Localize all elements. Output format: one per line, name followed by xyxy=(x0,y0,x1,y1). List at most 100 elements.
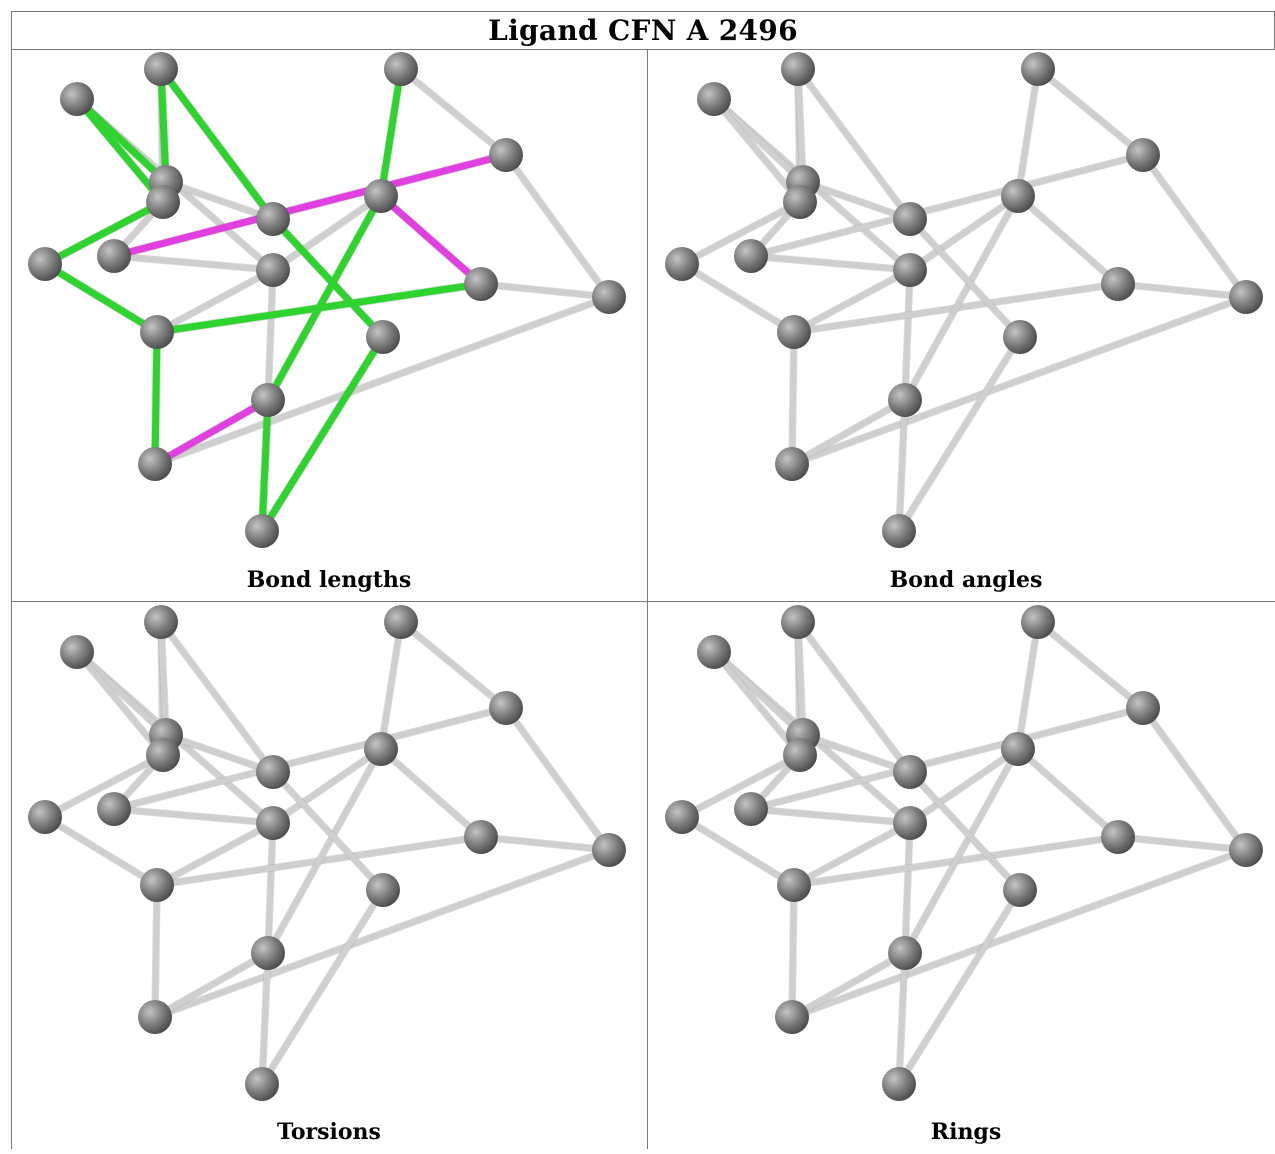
atom xyxy=(245,514,279,548)
atom xyxy=(256,806,290,840)
atom xyxy=(882,514,916,548)
bond xyxy=(1015,746,1121,840)
bond xyxy=(748,806,913,826)
atom xyxy=(893,253,927,287)
bond xyxy=(795,619,913,775)
molecule-bond-lengths xyxy=(28,52,626,548)
atom xyxy=(28,800,62,834)
bond xyxy=(896,334,1023,534)
bond xyxy=(41,260,161,336)
bond xyxy=(902,746,1021,956)
atom xyxy=(144,605,178,639)
bond xyxy=(157,65,170,186)
bond xyxy=(111,806,276,826)
bond xyxy=(896,397,908,534)
panel-bond-lengths: Bond lengths xyxy=(11,49,647,601)
atom xyxy=(777,315,811,349)
bond xyxy=(42,814,160,888)
bond xyxy=(795,66,913,222)
bond xyxy=(270,746,384,826)
bond xyxy=(398,619,509,711)
bond xyxy=(478,834,612,853)
bond xyxy=(907,769,1023,893)
bond xyxy=(163,179,276,222)
atom xyxy=(256,253,290,287)
bond xyxy=(1115,834,1249,853)
bond xyxy=(111,253,276,273)
bond xyxy=(679,752,803,820)
atom xyxy=(366,320,400,354)
atom xyxy=(734,239,768,273)
bond xyxy=(748,705,1146,812)
atom xyxy=(893,755,927,789)
molecule-torsions xyxy=(28,605,626,1101)
atom xyxy=(592,280,626,314)
bond xyxy=(902,820,913,956)
atom xyxy=(251,383,285,417)
atom xyxy=(775,447,809,481)
bond xyxy=(1035,619,1146,711)
bond xyxy=(902,193,1021,403)
atom xyxy=(783,185,817,219)
bond xyxy=(791,267,913,335)
atom xyxy=(781,52,815,86)
bond xyxy=(896,887,1023,1087)
bond xyxy=(74,649,166,758)
row-divider xyxy=(11,601,1275,602)
bond xyxy=(265,746,384,956)
atom xyxy=(144,52,178,86)
bond xyxy=(679,814,797,888)
atom xyxy=(364,179,398,213)
bond xyxy=(152,294,612,467)
atom xyxy=(893,202,927,236)
bond xyxy=(896,950,908,1087)
atom xyxy=(245,1067,279,1101)
bond xyxy=(259,950,271,1087)
atom xyxy=(28,247,62,281)
bond xyxy=(907,746,1021,826)
atom xyxy=(60,635,94,669)
caption-bond-angles: Bond angles xyxy=(889,567,1043,593)
table-border-top xyxy=(11,11,1275,12)
bond xyxy=(398,66,509,158)
atom xyxy=(1003,320,1037,354)
bond xyxy=(269,215,387,341)
bond xyxy=(152,847,612,1020)
atom xyxy=(60,82,94,116)
bond xyxy=(163,732,276,775)
atom xyxy=(1229,280,1263,314)
column-divider xyxy=(647,49,648,1149)
atom xyxy=(384,52,418,86)
bond xyxy=(679,261,797,335)
bond xyxy=(907,216,1023,340)
atom xyxy=(256,202,290,236)
bond xyxy=(265,267,276,403)
atom xyxy=(697,635,731,669)
caption-bond-lengths: Bond lengths xyxy=(246,567,412,593)
atom xyxy=(1001,732,1035,766)
bond xyxy=(711,96,803,205)
bond xyxy=(1035,66,1146,158)
bond xyxy=(378,619,404,752)
molecule-rings xyxy=(665,605,1263,1101)
ligand-figure: Ligand CFN A 2496 Bond lengths Bond angl… xyxy=(11,11,1275,1149)
bond xyxy=(378,746,484,840)
atom xyxy=(1001,179,1035,213)
bond xyxy=(795,66,806,185)
bond xyxy=(503,705,612,853)
atom xyxy=(366,873,400,907)
bond xyxy=(264,192,385,404)
panel-bond-angles: Bond angles xyxy=(648,49,1275,601)
bond xyxy=(789,950,908,1020)
bond xyxy=(748,253,913,273)
bond xyxy=(377,65,405,200)
atom xyxy=(146,738,180,772)
bond xyxy=(265,820,276,956)
bond xyxy=(110,151,510,260)
atom xyxy=(464,267,498,301)
atom xyxy=(777,868,811,902)
atom xyxy=(146,185,180,219)
bond xyxy=(41,198,167,268)
atom xyxy=(140,868,174,902)
atom xyxy=(781,605,815,639)
